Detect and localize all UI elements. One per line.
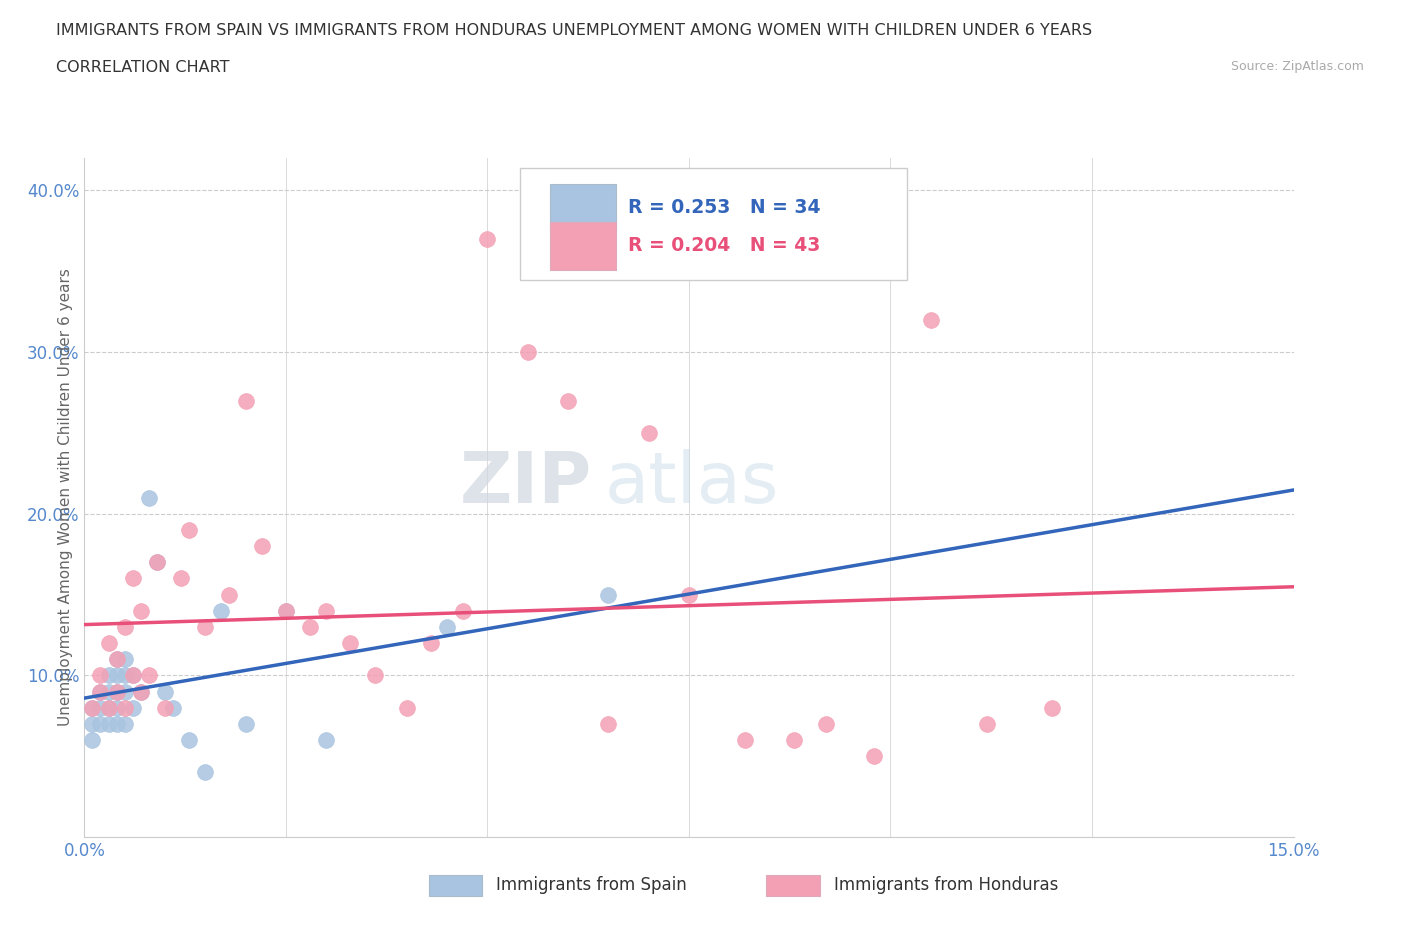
Point [783, 733, 806, 748]
Point [179, 733, 201, 748]
Point [235, 393, 257, 408]
Point [129, 684, 152, 699]
Point [114, 668, 136, 683]
Point [89, 668, 111, 683]
Point [250, 538, 273, 553]
Point [274, 604, 297, 618]
Point [114, 619, 136, 634]
Text: Source: ZipAtlas.com: Source: ZipAtlas.com [1230, 60, 1364, 73]
Point [194, 764, 217, 779]
Bar [550, 184, 616, 232]
Text: R = 0.204   N = 43: R = 0.204 N = 43 [628, 236, 821, 256]
Point [121, 668, 143, 683]
Bar [766, 875, 820, 896]
Point [89, 684, 111, 699]
Point [97, 668, 120, 683]
Point [170, 571, 193, 586]
Point [315, 733, 337, 748]
Point [477, 232, 499, 246]
Point [734, 733, 756, 748]
Point [1040, 700, 1063, 715]
Point [121, 571, 143, 586]
Point [516, 345, 538, 360]
Point [82, 733, 104, 748]
Point [105, 652, 128, 667]
Point [105, 684, 128, 699]
Text: Immigrants from Honduras: Immigrants from Honduras [834, 876, 1059, 895]
Point [153, 684, 176, 699]
Text: CORRELATION CHART: CORRELATION CHART [56, 60, 229, 75]
Point [105, 700, 128, 715]
Point [89, 716, 111, 731]
Point [97, 684, 120, 699]
Point [162, 700, 184, 715]
Point [218, 587, 240, 602]
Point [315, 604, 337, 618]
Point [114, 716, 136, 731]
Point [235, 716, 257, 731]
FancyBboxPatch shape [520, 168, 907, 280]
Point [121, 668, 143, 683]
Point [363, 668, 385, 683]
Point [299, 619, 322, 634]
Point [557, 393, 579, 408]
Point [146, 555, 169, 570]
Point [976, 716, 998, 731]
Point [105, 684, 128, 699]
Point [436, 619, 458, 634]
Point [97, 635, 120, 650]
Point [114, 652, 136, 667]
Point [194, 619, 217, 634]
Point [920, 312, 942, 327]
Point [598, 716, 620, 731]
Point [814, 716, 837, 731]
Text: ZIP: ZIP [460, 449, 592, 518]
Point [637, 425, 659, 440]
Point [146, 555, 169, 570]
Point [82, 700, 104, 715]
Point [89, 700, 111, 715]
Point [89, 684, 111, 699]
Point [97, 716, 120, 731]
Point [114, 684, 136, 699]
Point [179, 523, 201, 538]
Point [138, 490, 160, 505]
Point [129, 684, 152, 699]
Point [97, 700, 120, 715]
Point [138, 668, 160, 683]
Point [420, 635, 443, 650]
Text: R = 0.253   N = 34: R = 0.253 N = 34 [628, 198, 821, 217]
Bar [429, 875, 482, 896]
Point [105, 668, 128, 683]
Point [678, 587, 700, 602]
Text: atlas: atlas [605, 449, 779, 518]
Point [82, 700, 104, 715]
Point [82, 716, 104, 731]
Point [97, 700, 120, 715]
Point [105, 652, 128, 667]
Point [153, 700, 176, 715]
Point [451, 604, 474, 618]
Text: IMMIGRANTS FROM SPAIN VS IMMIGRANTS FROM HONDURAS UNEMPLOYMENT AMONG WOMEN WITH : IMMIGRANTS FROM SPAIN VS IMMIGRANTS FROM… [56, 23, 1092, 38]
Point [598, 587, 620, 602]
Point [129, 604, 152, 618]
Text: Immigrants from Spain: Immigrants from Spain [496, 876, 688, 895]
Point [209, 604, 232, 618]
Point [121, 700, 143, 715]
Bar [550, 222, 616, 270]
Point [274, 604, 297, 618]
Point [863, 749, 886, 764]
Point [114, 700, 136, 715]
Point [105, 716, 128, 731]
Y-axis label: Unemployment Among Women with Children Under 6 years: Unemployment Among Women with Children U… [58, 269, 73, 726]
Point [339, 635, 361, 650]
Point [395, 700, 418, 715]
